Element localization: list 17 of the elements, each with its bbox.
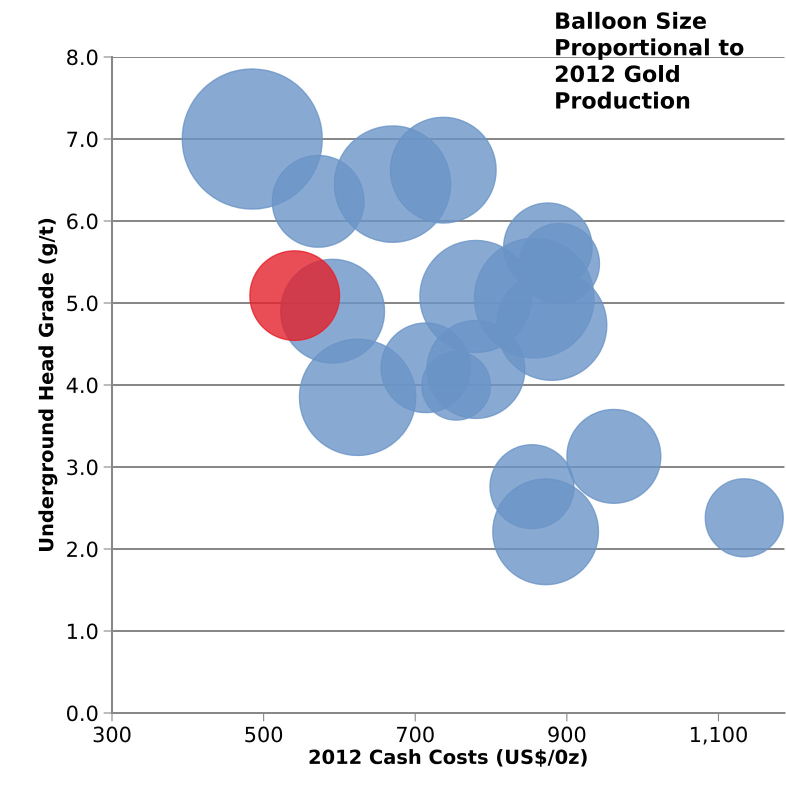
y-tick-label: 6.0 [67,213,98,230]
y-tick-label: 8.0 [67,49,98,66]
y-tick-label: 4.0 [66,377,98,394]
x-tick-label: 700 [397,726,434,742]
y-tick-label: 2.0 [67,541,98,558]
x-tick-label: 1,100 [690,726,747,744]
y-tick-label: 3.0 [67,459,98,476]
x-tick-label: 300 [94,726,130,742]
x-tick-label: 500 [245,726,282,742]
y-axis-title: Underground Head Grade (g/t) [38,218,58,551]
y-tick-label: 5.0 [67,295,98,312]
x-tick-label: 900 [548,726,586,742]
y-tick-label: 1.0 [68,623,98,640]
y-tick-label: 0.0 [67,705,98,722]
y-tick-label: 7.0 [67,131,98,148]
x-axis-title: 2012 Cash Costs (US$/0z) [310,749,587,767]
annotation: Balloon Size Proportional to 2012 Gold Production [556,12,744,109]
